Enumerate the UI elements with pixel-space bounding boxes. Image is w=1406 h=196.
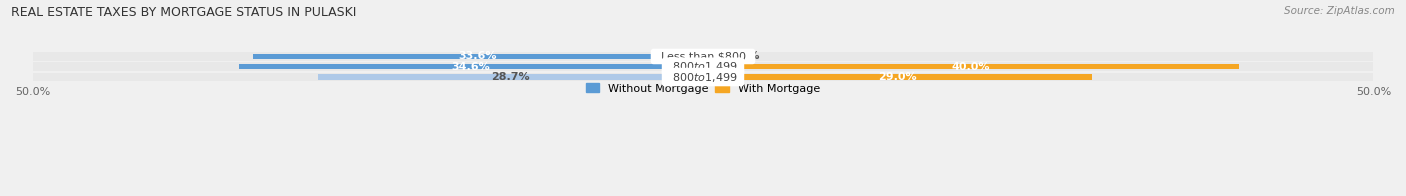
Text: $800 to $1,499: $800 to $1,499 [665, 71, 741, 83]
Text: 40.0%: 40.0% [952, 62, 990, 72]
Text: Source: ZipAtlas.com: Source: ZipAtlas.com [1284, 6, 1395, 16]
Text: 33.6%: 33.6% [458, 51, 496, 62]
Bar [239, 64, 703, 69]
Bar [32, 73, 1374, 81]
Text: REAL ESTATE TAXES BY MORTGAGE STATUS IN PULASKI: REAL ESTATE TAXES BY MORTGAGE STATUS IN … [11, 6, 357, 19]
Bar [703, 64, 1239, 69]
Text: 34.6%: 34.6% [451, 62, 491, 72]
Text: Less than $800: Less than $800 [654, 51, 752, 62]
Legend: Without Mortgage, With Mortgage: Without Mortgage, With Mortgage [582, 79, 824, 98]
Text: 0.88%: 0.88% [721, 51, 761, 62]
Bar [703, 54, 714, 59]
Bar [32, 52, 1374, 61]
Text: 28.7%: 28.7% [491, 72, 530, 82]
Bar [318, 74, 703, 80]
Bar [703, 74, 1092, 80]
Bar [32, 62, 1374, 71]
Bar [253, 54, 703, 59]
Text: 29.0%: 29.0% [879, 72, 917, 82]
Text: $800 to $1,499: $800 to $1,499 [665, 60, 741, 73]
